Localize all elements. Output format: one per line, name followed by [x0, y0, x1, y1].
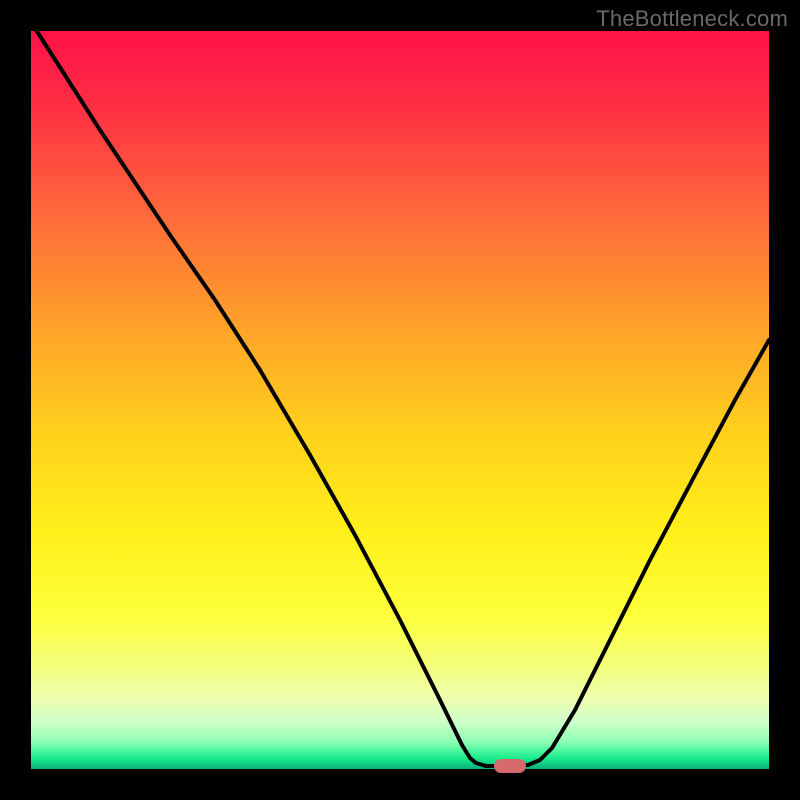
bottleneck-curve: [31, 22, 769, 766]
chart-canvas: TheBottleneck.com: [0, 0, 800, 800]
chart-overlay: [0, 0, 800, 800]
watermark-text: TheBottleneck.com: [596, 6, 788, 32]
optimal-point-marker: [494, 759, 526, 773]
